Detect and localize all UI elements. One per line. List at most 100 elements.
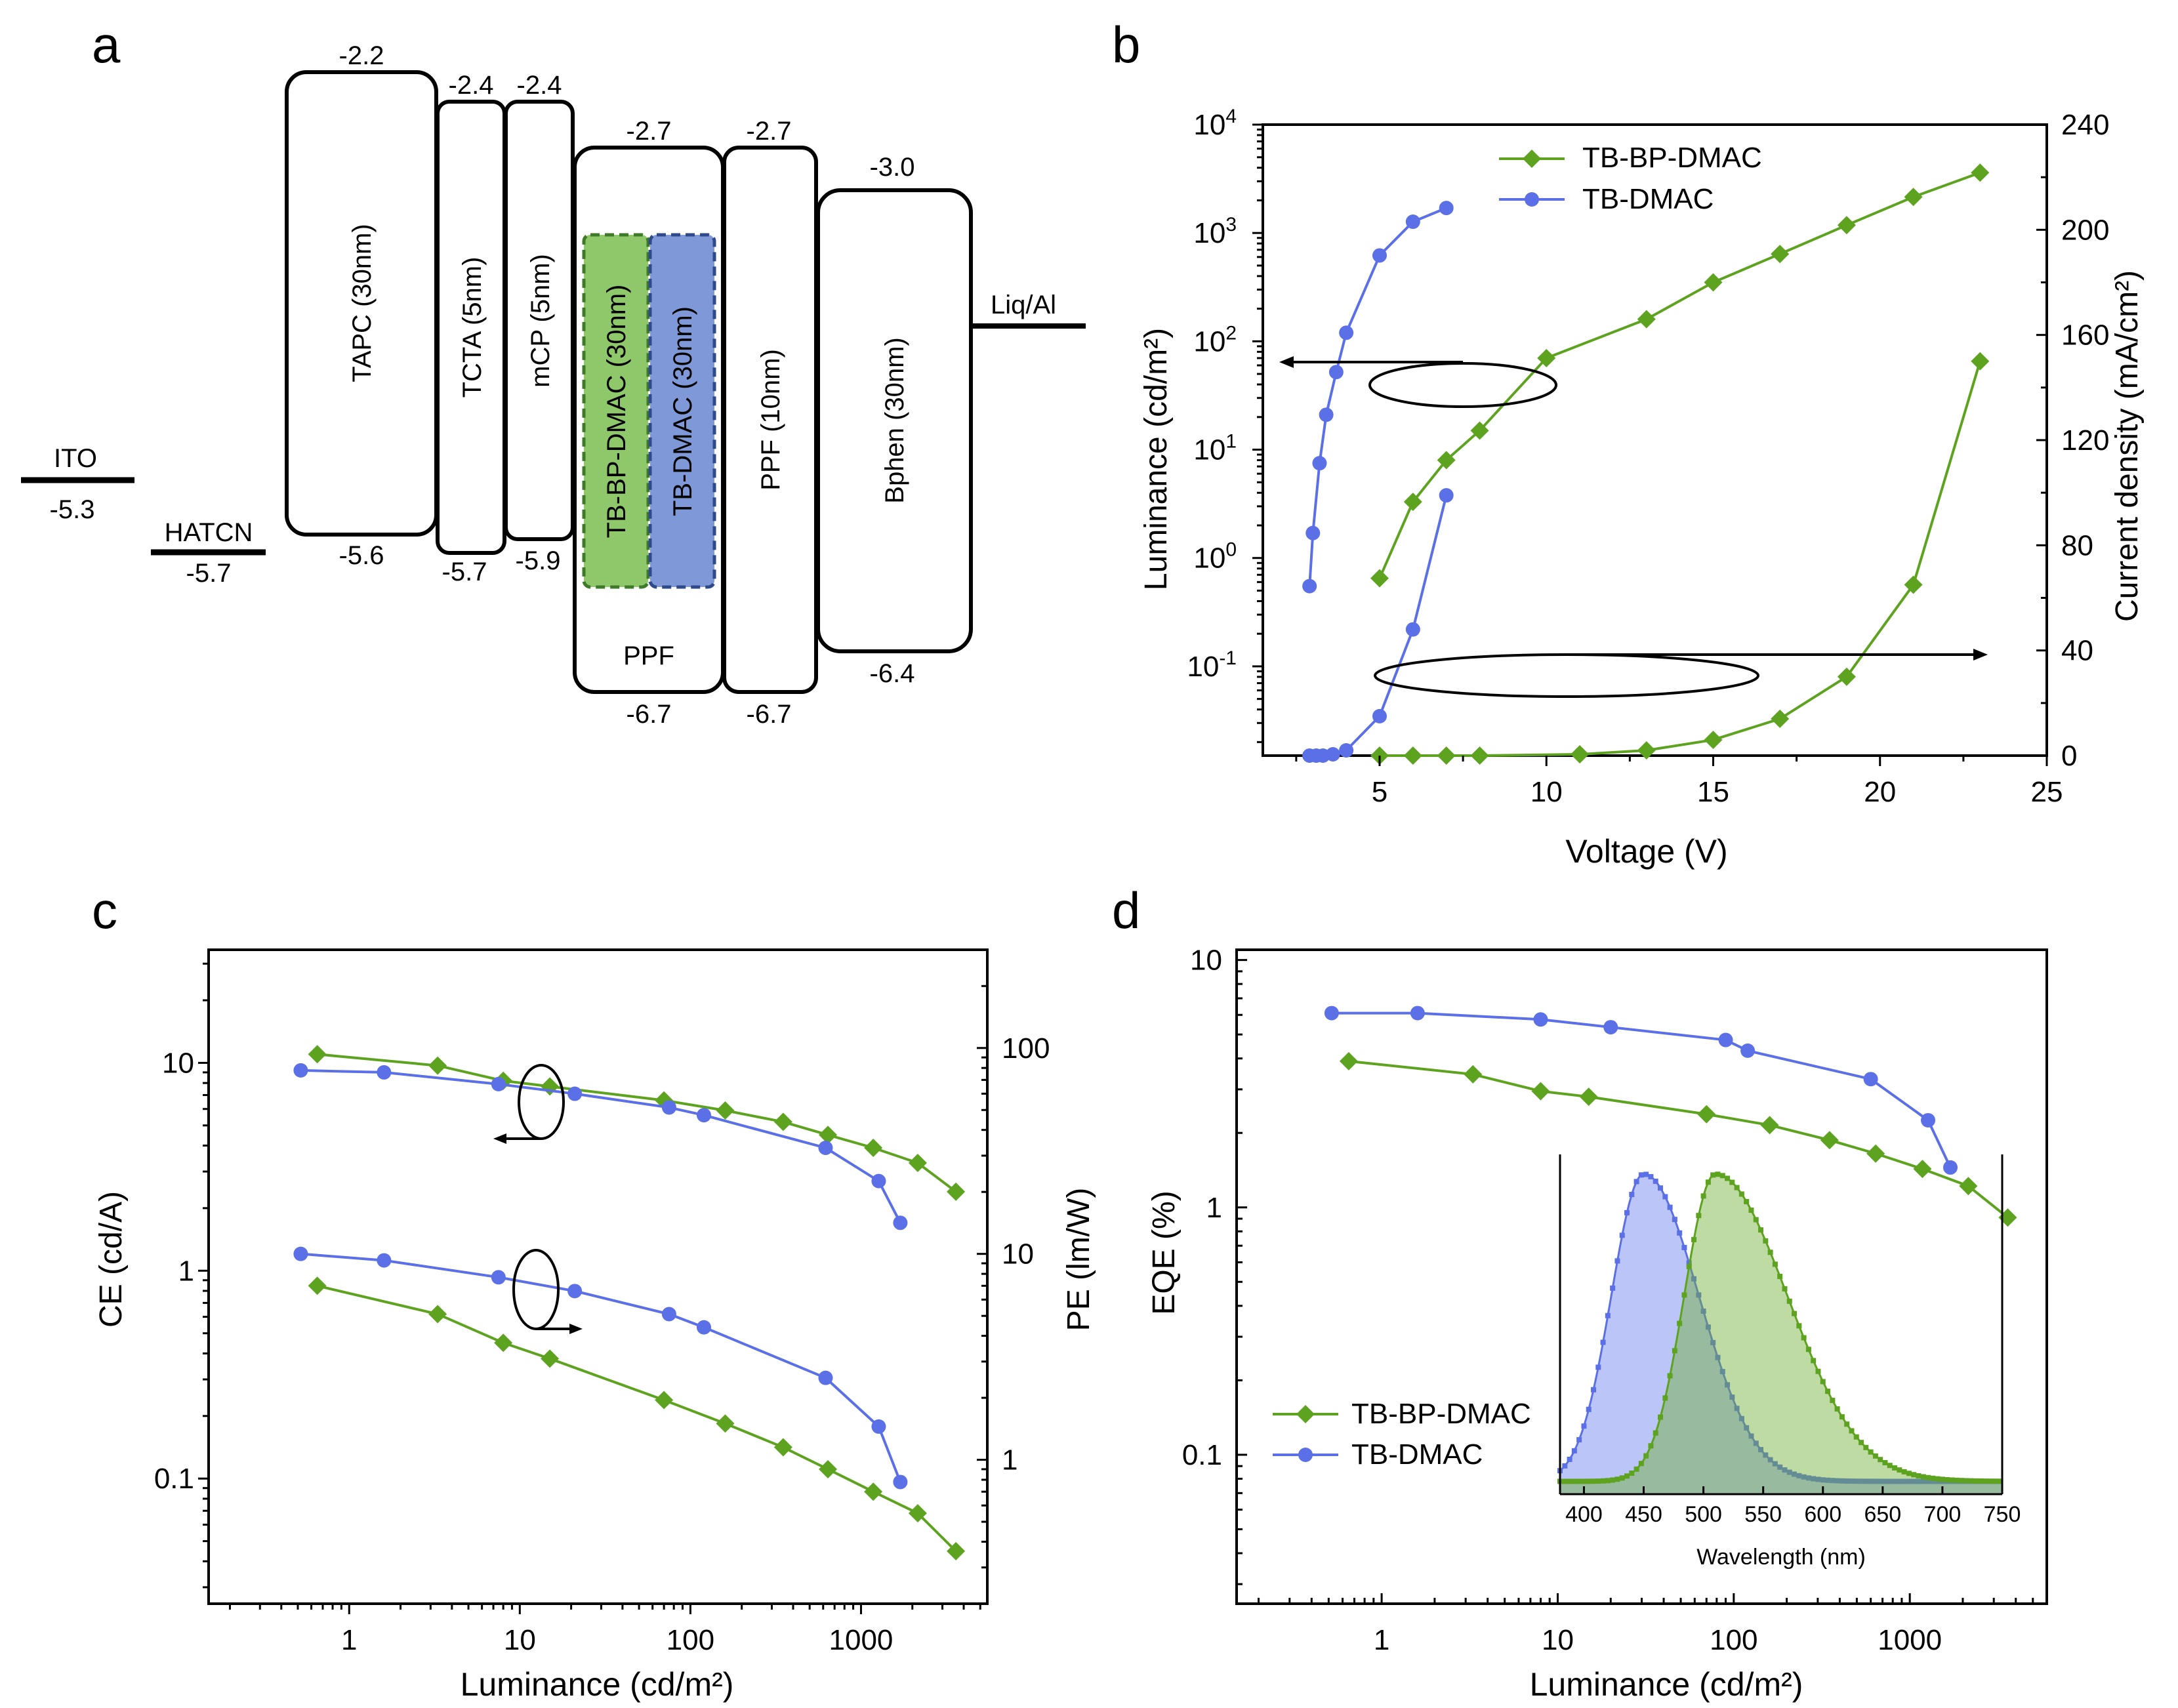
panel-b-tbbp-current-point (1637, 741, 1656, 760)
panel-d-inset-tbbp-spectrum-point (1753, 1217, 1759, 1223)
panel-c-tb-pe-line (300, 1252, 902, 1483)
panel-b-x-tick-label: 5 (1372, 776, 1387, 808)
panel-d-inset-tbbp-spectrum-point (1571, 1478, 1577, 1484)
panel-d-y-axis-label: EQE (%) (1147, 1190, 1181, 1314)
panel-d-inset-tb-spectrum-point (1911, 1478, 1917, 1484)
panel-d-inset-tbbp-spectrum-point (1700, 1193, 1706, 1199)
panel-d-inset-tbbp-spectrum-point (1920, 1474, 1926, 1480)
mcp-lumo: -2.4 (517, 71, 562, 100)
panel-d-y-tick-label: 10 (1190, 945, 1222, 977)
panel-b-tbbp-luminance-point (1437, 451, 1456, 470)
panel-d-tbbp-eqe-line (1348, 1059, 2009, 1219)
panel-b-tbbp-current-line (1379, 361, 1982, 757)
panel-d-tb-eqe-point (1943, 1160, 1958, 1175)
panel-b-legend-tb: TB-DMAC (1582, 183, 1714, 215)
panel-d-inset-tb-spectrum-point (1610, 1285, 1616, 1291)
panel-d-inset-tbbp-spectrum-point (1853, 1434, 1859, 1440)
panel-c-x-tick-label: 1 (341, 1624, 357, 1656)
panel-c-tb-ce-point (818, 1141, 833, 1156)
panel-d-inset-tb-spectrum-point (1920, 1478, 1926, 1484)
panel-d-inset-x-tick-label: 450 (1625, 1502, 1662, 1527)
panel-d-inset-tb-spectrum-point (1820, 1477, 1826, 1483)
panel-c-y-axis-label: CE (cd/A) (94, 1191, 129, 1328)
panel-c-tbbp-pe-point (819, 1459, 838, 1478)
panel-d-inset-tb-spectrum-point (1738, 1415, 1744, 1421)
panel-d-inset-tbbp-spectrum-point (1782, 1286, 1788, 1291)
panel-d-inset-tbbp-spectrum-point (1748, 1208, 1754, 1213)
panel-d-inset-tbbp-spectrum-point (1925, 1474, 1931, 1480)
panel-d-inset-x-tick-label: 650 (1864, 1502, 1901, 1527)
panel-d-tbbp-eqe-point (1820, 1131, 1839, 1150)
panel-d-inset-tb-spectrum-point (1906, 1478, 1912, 1484)
panel-d-inset-tb-spectrum-point (1801, 1474, 1807, 1480)
panel-c-pe-ellipse (512, 1249, 560, 1330)
panel-d-inset-tb-spectrum-point (1859, 1478, 1864, 1484)
panel-d-inset-tbbp-spectrum-point (1605, 1478, 1611, 1484)
panel-c-ce-ellipse (518, 1064, 565, 1140)
panel-d-tbbp-eqe-point (1339, 1051, 1358, 1070)
panel-c-y2-tick-label: 1 (1002, 1444, 1017, 1476)
panel-d-inset-tbbp-spectrum-point (1868, 1449, 1874, 1455)
panel-d-tb-eqe-line (1331, 1011, 1952, 1168)
panel-b-x-tick-label: 25 (2031, 776, 2063, 808)
panel-b-tb-current-point (1325, 746, 1340, 762)
panel-d-plot-area (1235, 948, 2048, 1605)
panel-c-tbbp-ce-point (308, 1045, 327, 1064)
panel-d-inset-tbbp-spectrum-point (1901, 1469, 1907, 1474)
panel-d-inset-tbbp-spectrum-point (1786, 1298, 1792, 1304)
panel-b-x-axis-label: Voltage (V) (1565, 833, 1727, 870)
panel-c-tb-pe-point (661, 1307, 676, 1322)
panel-d-inset-tbbp-spectrum-point (1681, 1292, 1687, 1298)
panel-d-inset-tb-spectrum-point (1868, 1478, 1874, 1484)
panel-c-tbbp-pe-point (947, 1541, 966, 1560)
panel-b-x-tick-label: 15 (1697, 776, 1729, 808)
panel-d-inset-tbbp-spectrum-point (1744, 1198, 1750, 1204)
panel-d-x-tick-label: 100 (1710, 1624, 1757, 1656)
panel-c-x-tick-label: 10 (504, 1624, 536, 1656)
panel-d-inset-tb-spectrum-point (1811, 1476, 1817, 1482)
panel-d-inset-tbbp-spectrum-point (1734, 1185, 1740, 1190)
panel-b-y2-tick-label: 160 (2061, 319, 2109, 352)
panel-b-tbbp-current-point (1704, 730, 1723, 749)
panel-d-inset-tbbp-spectrum-point (1619, 1475, 1625, 1481)
panel-d-inset-tbbp-spectrum-point (1691, 1236, 1697, 1242)
panel-c-tbbp-ce-point (541, 1077, 560, 1096)
panel-d-inset-tbbp-spectrum-point (1882, 1460, 1888, 1466)
panel-d-inset-tb-spectrum-point (1925, 1478, 1931, 1484)
panel-d-inset-tb-spectrum-point (1677, 1230, 1683, 1236)
ito-value: -5.3 (50, 495, 95, 524)
panel-d-inset-tbbp-spectrum-point (1939, 1476, 1945, 1482)
panel-d-inset-tb-spectrum-point (1619, 1232, 1625, 1238)
panel-d-inset-tbbp-spectrum-point (1801, 1335, 1807, 1341)
panel-b-y-tick-label: 102 (1193, 322, 1237, 357)
panel-d-tb-eqe-point (1533, 1012, 1548, 1027)
panel-d-inset-tbbp-spectrum-point (1834, 1406, 1840, 1412)
panel-c-tbbp-pe-point (655, 1391, 674, 1410)
panel-b-tbbp-luminance-point (1470, 421, 1489, 440)
panel-b-y2-tick-label: 120 (2061, 424, 2109, 457)
panel-c-plot-area (207, 948, 989, 1605)
panel-d-inset-tbbp-spectrum-point (1634, 1466, 1639, 1472)
panel-b-tbbp-current-point (1437, 746, 1456, 765)
panel-b-y-tick-label: 104 (1193, 106, 1237, 141)
tb-dmac-emitter-layer (648, 233, 716, 589)
panel-d-inset-tb-spectrum-point (1562, 1463, 1568, 1469)
panel-d-inset-tb-spectrum-point (1834, 1478, 1840, 1484)
panel-d-inset-tbbp-spectrum-point (1705, 1179, 1711, 1185)
panel-b-tbbp-current-point (1904, 575, 1923, 594)
panel-d-inset-tbbp-spectrum-point (1830, 1398, 1836, 1404)
panel-b-y2-tick-label: 80 (2061, 529, 2093, 561)
panel-c-tbbp-pe-line (317, 1284, 957, 1553)
hatcn-label: HATCN (165, 518, 253, 547)
panel-d-tbbp-eqe-point (1697, 1105, 1716, 1124)
panel-d-inset-tbbp-spectrum-point (1911, 1472, 1917, 1478)
panel-d-inset-tb-spectrum-point (1648, 1173, 1654, 1179)
panel-d-inset-tb-spectrum-point (1710, 1339, 1716, 1345)
panel-c-tb-pe-point (377, 1253, 392, 1268)
panel-c-tbbp-pe-point (864, 1482, 883, 1501)
panel-c-letter: c (92, 882, 117, 939)
panel-b-current-ellipse (1374, 653, 1759, 698)
panel-c-y-tick-label: 0.1 (154, 1463, 194, 1495)
panel-d-inset-tb-spectrum-point (1825, 1477, 1831, 1483)
panel-d-inset-tb-spectrum-point (1586, 1406, 1592, 1412)
